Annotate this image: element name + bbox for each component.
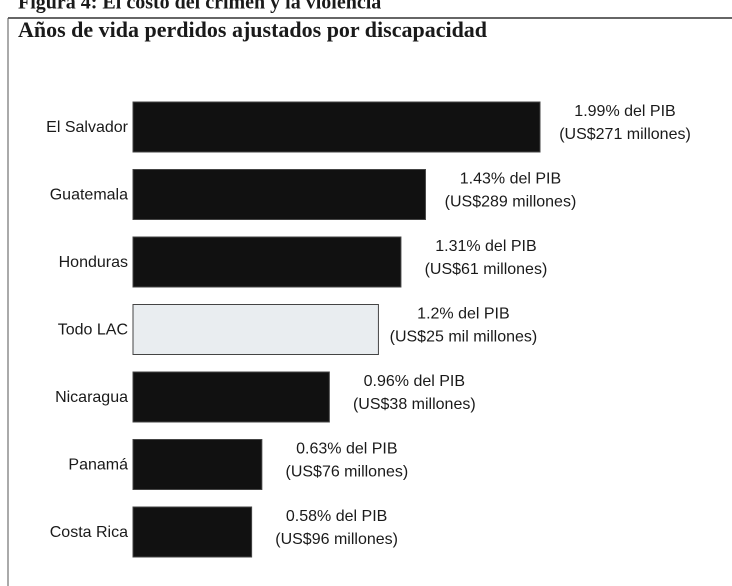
bar [132,439,263,490]
value-label: 1.31% del PIB [435,238,536,255]
sublabel: (US$25 mil millones) [390,329,538,346]
bar [132,101,541,153]
value-label: 0.58% del PIB [286,508,387,525]
bar [132,236,402,288]
value-label: 0.63% del PIB [296,441,397,458]
category-label: Honduras [59,254,128,271]
bar [132,506,253,558]
category-label: El Salvador [46,119,128,136]
value-label: 1.99% del PIB [574,103,675,120]
bar [132,169,426,220]
category-label: Panamá [68,457,128,474]
sublabel: (US$38 millones) [353,396,476,413]
sublabel: (US$76 millones) [285,464,408,481]
category-label: Nicaragua [55,389,128,406]
sublabel: (US$61 millones) [425,261,548,278]
chart-title: Años de vida perdidos ajustados por disc… [18,17,487,42]
sublabel: (US$289 millones) [445,194,577,211]
sublabel: (US$271 millones) [559,126,691,143]
value-label: 1.2% del PIB [417,306,510,323]
category-label: Costa Rica [50,524,128,541]
sublabel: (US$96 millones) [275,531,398,548]
value-label: 1.43% del PIB [460,171,561,188]
category-label: Todo LAC [58,322,128,339]
bar [132,304,379,355]
value-label: 0.96% del PIB [364,373,465,390]
bar [132,371,330,423]
category-label: Guatemala [50,187,128,204]
figure-caption: Figura 4: El costo del crimen y la viole… [18,0,381,14]
